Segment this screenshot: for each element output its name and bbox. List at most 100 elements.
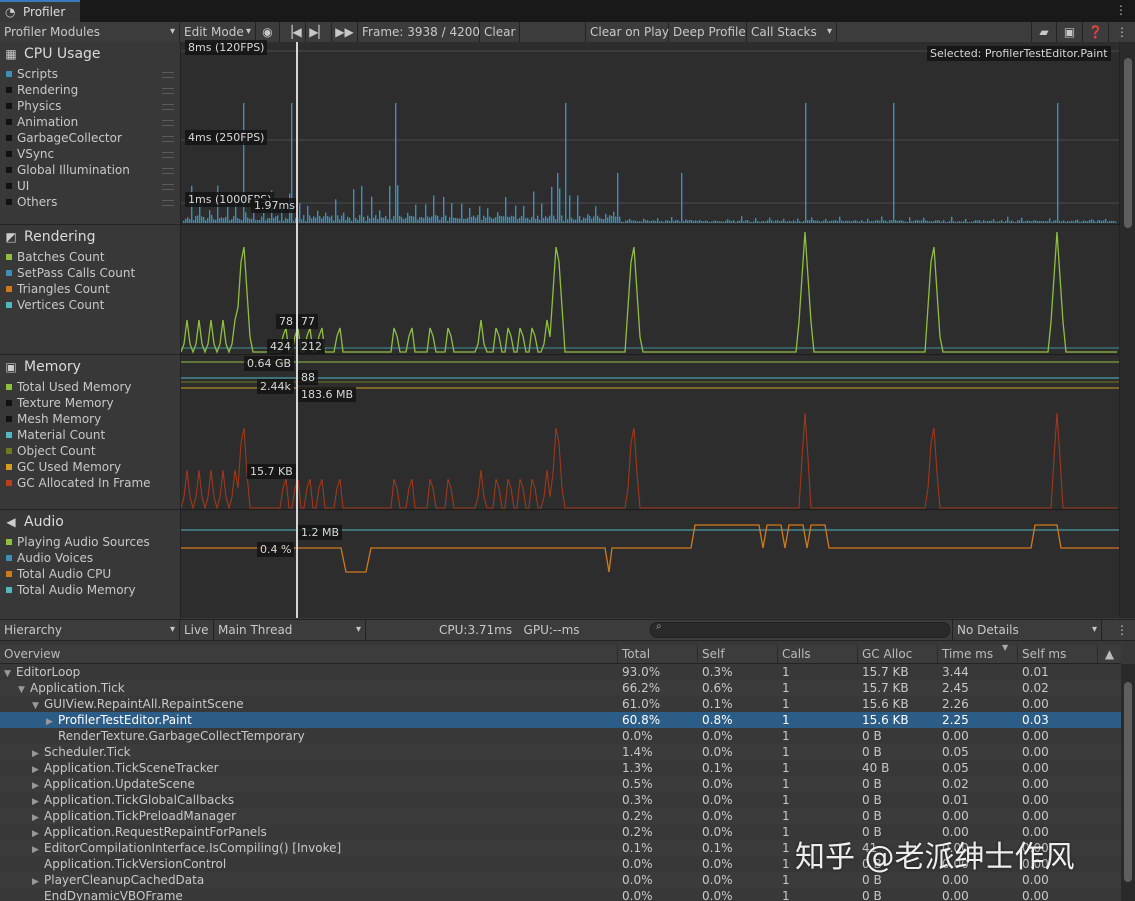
legend-item[interactable]: Batches Count	[0, 249, 180, 265]
search-input[interactable]: ⌕	[650, 621, 950, 638]
table-row[interactable]: EndDynamicVBOFrame 0.0% 0.0% 1 0 B 0.00 0.00	[0, 888, 1121, 901]
record-button[interactable]: ◉	[256, 22, 280, 42]
next-frame-button[interactable]: ▶▏	[306, 22, 332, 42]
col-self[interactable]: Self	[697, 645, 777, 663]
table-row[interactable]: ▼ Application.Tick 66.2% 0.6% 1 15.7 KB 2.45 0.…	[0, 680, 1121, 696]
details-dropdown[interactable]: No Details	[952, 620, 1102, 640]
table-row[interactable]: ▼ EditorLoop 93.0% 0.3% 1 15.7 KB 3.44 0.01	[0, 664, 1121, 680]
expand-arrow-icon[interactable]: ▼	[4, 669, 11, 679]
col-gc-alloc[interactable]: GC Alloc	[857, 645, 937, 663]
audio-module[interactable]: ◀ Audio Playing Audio Sources Audio Voices…	[0, 510, 180, 618]
warning-column[interactable]: ▲	[1097, 645, 1121, 663]
table-row[interactable]: ▶ Application.TickSceneTracker 1.3% 0.1% 1 40…	[0, 760, 1121, 776]
load-button[interactable]: ▰	[1031, 22, 1057, 42]
help-button[interactable]: ❓	[1083, 22, 1109, 42]
cpu-module[interactable]: ▦ CPU Usage Scripts Rendering Physics Animat…	[0, 42, 180, 225]
graphs-svg[interactable]	[181, 42, 1119, 618]
legend-item[interactable]: Object Count	[0, 443, 180, 459]
col-total[interactable]: Total	[617, 645, 697, 663]
col-overview[interactable]: Overview	[4, 647, 61, 661]
call-stacks-dropdown[interactable]: Call Stacks	[747, 22, 837, 42]
table-row[interactable]: ▼ GUIView.RepaintAll.RepaintScene 61.0% 0.1…	[0, 696, 1121, 712]
legend-item[interactable]: Global Illumination	[0, 162, 180, 178]
legend-item[interactable]: Total Audio Memory	[0, 582, 180, 598]
thread-dropdown[interactable]: Main Thread	[214, 620, 366, 640]
expand-arrow-icon[interactable]: ▶	[32, 845, 39, 855]
expand-arrow-icon[interactable]: ▶	[32, 877, 39, 887]
frame-cursor[interactable]	[296, 42, 298, 618]
legend-item[interactable]: Material Count	[0, 427, 180, 443]
prev-frame-button[interactable]: ▕◀	[280, 22, 306, 42]
drag-handle-icon[interactable]	[162, 152, 174, 158]
live-toggle[interactable]: Live	[180, 620, 214, 640]
drag-handle-icon[interactable]	[162, 136, 174, 142]
graphs-scrollbar-thumb[interactable]	[1124, 58, 1132, 228]
clear-button[interactable]: Clear	[480, 22, 520, 42]
cpu-bar	[951, 216, 953, 223]
drag-handle-icon[interactable]	[162, 72, 174, 78]
table-row[interactable]: RenderTexture.GarbageCollectTemporary 0.0…	[0, 728, 1121, 744]
expand-arrow-icon[interactable]: ▶	[32, 797, 39, 807]
legend-item[interactable]: GC Allocated In Frame	[0, 475, 180, 491]
window-menu-icon[interactable]: ⋮	[1115, 3, 1127, 17]
legend-item[interactable]: UI	[0, 178, 180, 194]
table-row[interactable]: ▶ PlayerCleanupCachedData 0.0% 0.0% 1 0 B 0.00…	[0, 872, 1121, 888]
table-row[interactable]: ▶ Scheduler.Tick 1.4% 0.0% 1 0 B 0.05 0.00	[0, 744, 1121, 760]
expand-arrow-icon[interactable]: ▼	[32, 701, 39, 711]
expand-arrow-icon[interactable]: ▼	[18, 685, 25, 695]
profiler-graphs[interactable]: 8ms (120FPS) 4ms (250FPS) 1ms (1000FPS) …	[181, 40, 1119, 618]
legend-item[interactable]: GarbageCollector	[0, 130, 180, 146]
profiler-modules-dropdown[interactable]: Profiler Modules	[0, 22, 180, 42]
expand-arrow-icon[interactable]: ▶	[32, 765, 39, 775]
table-row[interactable]: ▶ Application.TickPreloadManager 0.2% 0.0% 1…	[0, 808, 1121, 824]
legend-item[interactable]: Animation	[0, 114, 180, 130]
drag-handle-icon[interactable]	[162, 168, 174, 174]
table-scrollbar-thumb[interactable]	[1124, 682, 1132, 882]
legend-item[interactable]: GC Used Memory	[0, 459, 180, 475]
expand-arrow-icon[interactable]: ▶	[32, 813, 39, 823]
rendering-module[interactable]: ◩ Rendering Batches Count SetPass Calls Co…	[0, 225, 180, 355]
legend-item[interactable]: Physics	[0, 98, 180, 114]
current-frame-button[interactable]: ▶▶	[332, 22, 358, 42]
col-time-ms[interactable]: Time ms	[937, 645, 1017, 663]
drag-handle-icon[interactable]	[162, 104, 174, 110]
legend-item[interactable]: Mesh Memory	[0, 411, 180, 427]
view-dropdown[interactable]: Hierarchy	[0, 620, 180, 640]
drag-handle-icon[interactable]	[162, 184, 174, 190]
legend-item[interactable]: Scripts	[0, 66, 180, 82]
table-row[interactable]: ▶ Application.TickGlobalCallbacks 0.3% 0.0%…	[0, 792, 1121, 808]
legend-item[interactable]: SetPass Calls Count	[0, 265, 180, 281]
details-menu-button[interactable]: ⋮	[1109, 620, 1135, 640]
table-row[interactable]: ▶ ProfilerTestEditor.Paint 60.8% 0.8% 1 15.6 …	[0, 712, 1121, 728]
expand-arrow-icon[interactable]: ▶	[32, 749, 39, 759]
deep-profile-button[interactable]: Deep Profile	[669, 22, 747, 42]
col-self-ms[interactable]: Self ms	[1017, 645, 1097, 663]
mode-dropdown[interactable]: Edit Mode	[180, 22, 256, 42]
table-row[interactable]: ▶ Application.RequestRepaintForPanels 0.2%…	[0, 824, 1121, 840]
legend-item[interactable]: Texture Memory	[0, 395, 180, 411]
clear-on-play-button[interactable]: Clear on Play	[585, 22, 669, 42]
legend-item[interactable]: VSync	[0, 146, 180, 162]
expand-arrow-icon[interactable]: ▶	[32, 829, 39, 839]
drag-handle-icon[interactable]	[162, 120, 174, 126]
legend-item[interactable]: Vertices Count	[0, 297, 180, 313]
col-calls[interactable]: Calls	[777, 645, 857, 663]
legend-item[interactable]: Triangles Count	[0, 281, 180, 297]
legend-item[interactable]: Total Audio CPU	[0, 566, 180, 582]
legend-item[interactable]: Rendering	[0, 82, 180, 98]
memory-module[interactable]: ▣ Memory Total Used Memory Texture Memory M…	[0, 355, 180, 510]
toolbar-menu-button[interactable]: ⋮	[1109, 22, 1135, 42]
profiler-tab[interactable]: ◔ Profiler	[0, 0, 80, 22]
legend-item[interactable]: Others	[0, 194, 180, 210]
legend-item[interactable]: Total Used Memory	[0, 379, 180, 395]
table-row[interactable]: ▶ EditorCompilationInterface.IsCompiling(…	[0, 840, 1121, 856]
save-button[interactable]: ▣	[1057, 22, 1083, 42]
drag-handle-icon[interactable]	[162, 88, 174, 94]
table-row[interactable]: Application.TickVersionControl 0.0% 0.0% 1 0…	[0, 856, 1121, 872]
legend-item[interactable]: Playing Audio Sources	[0, 534, 180, 550]
legend-item[interactable]: Audio Voices	[0, 550, 180, 566]
drag-handle-icon[interactable]	[162, 200, 174, 206]
expand-arrow-icon[interactable]: ▶	[46, 717, 53, 727]
table-row[interactable]: ▶ Application.UpdateScene 0.5% 0.0% 1 0 B 0.02…	[0, 776, 1121, 792]
expand-arrow-icon[interactable]: ▶	[32, 781, 39, 791]
